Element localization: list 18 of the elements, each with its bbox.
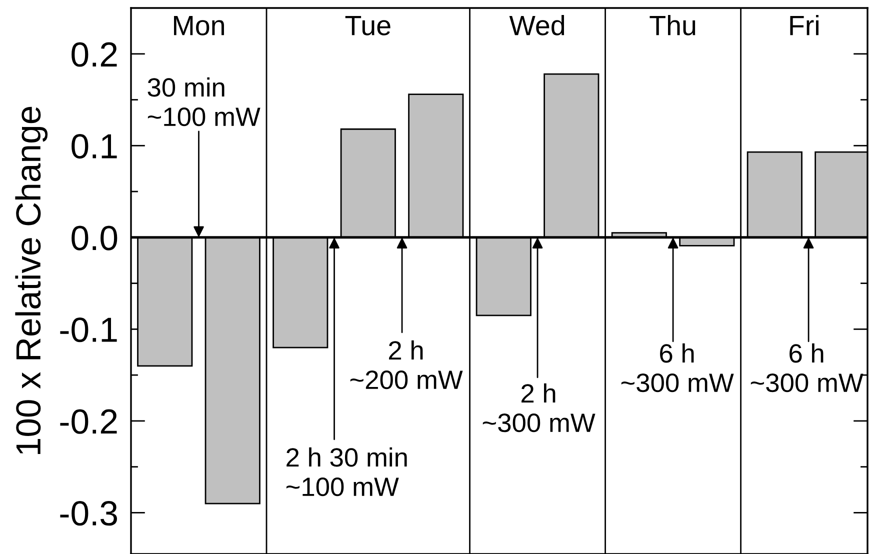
y-tick-label: -0.3 <box>60 501 117 526</box>
annotation: Wed <box>509 14 564 36</box>
annotation: Mon <box>174 16 224 36</box>
y-tick-label: 0.0 <box>72 226 118 250</box>
annotation: 30 min ~100 mW <box>148 77 260 126</box>
y-tick-label: -0.1 <box>60 318 117 342</box>
y-tick-label: 0.1 <box>72 134 117 159</box>
y-tick-label: 0.2 <box>72 42 117 67</box>
annotation: 2 h 30 min ~100 mW <box>286 447 407 496</box>
annotation: 6 h ~300 mW <box>621 343 734 392</box>
annotation: 6 h ~300 mW <box>750 343 864 392</box>
y-tick-label: -0.2 <box>60 409 117 434</box>
y-axis-title: 100 x Relative Change <box>15 106 48 454</box>
annotation: Thu <box>650 14 696 36</box>
annotation: Fri <box>790 14 818 36</box>
annotation: 2 h ~300 mW <box>482 383 596 432</box>
annotation: 2 h ~200 mW <box>350 340 463 390</box>
annotation: Tue <box>345 16 390 36</box>
